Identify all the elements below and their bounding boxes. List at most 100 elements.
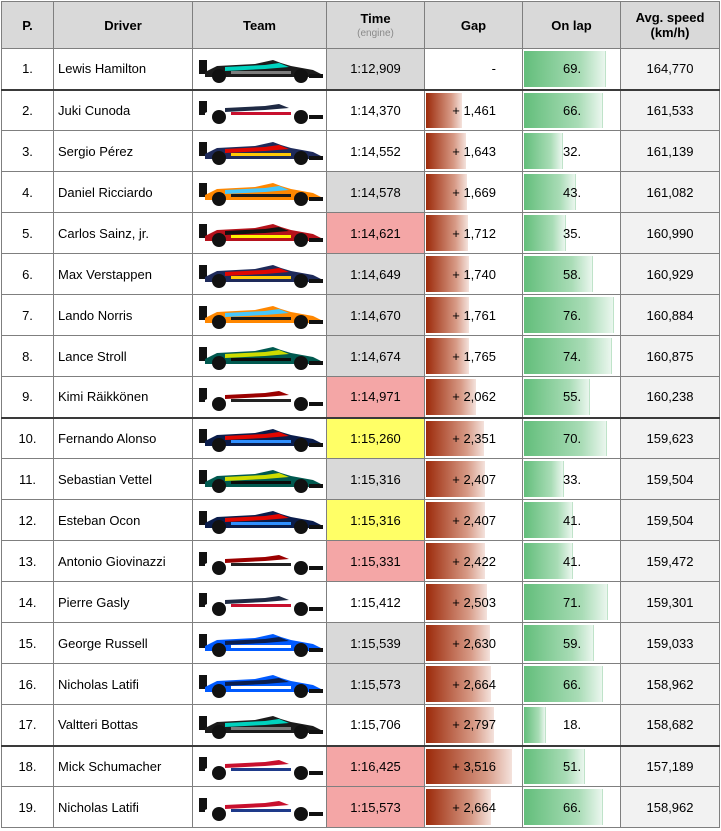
team-cell	[192, 130, 327, 172]
lap-value: 69.	[563, 61, 582, 77]
gap-bar	[426, 297, 469, 333]
gap-cell: + 1,765	[424, 335, 523, 377]
driver-cell: Nicholas Latifi	[53, 786, 193, 828]
car-front-wheel	[293, 602, 308, 616]
driver-cell: Esteban Ocon	[53, 499, 193, 541]
driver-cell: Daniel Ricciardo	[53, 171, 193, 213]
time-cell: 1:14,621	[326, 212, 425, 254]
car-accent	[224, 268, 289, 276]
table-row: 15. George Russell 1:15,539 + 2,630 59. 159,0…	[1, 622, 720, 664]
lap-value: 66.	[563, 102, 582, 118]
car-icon	[198, 593, 323, 616]
header-team: Team	[192, 1, 327, 49]
gap-value: + 2,351	[452, 430, 496, 446]
table-row: 12. Esteban Ocon 1:15,316 + 2,407 41. 159,504	[1, 499, 720, 541]
position-cell: 17.	[1, 704, 54, 746]
team-cell	[192, 458, 327, 500]
gap-value: + 2,664	[452, 676, 496, 692]
car-rear-wing	[198, 183, 207, 197]
table-row: 9. Kimi Räikkönen 1:14,971 + 2,062 55. 160,23…	[1, 376, 720, 418]
driver-cell: Pierre Gasly	[53, 581, 193, 623]
car-stripe	[230, 317, 291, 320]
car-rear-wheel	[211, 766, 226, 781]
time-cell: 1:16,425	[326, 744, 425, 787]
car-accent	[224, 718, 289, 727]
position-cell: 12.	[1, 499, 54, 541]
gap-bar	[426, 502, 485, 538]
driver-cell: Max Verstappen	[53, 253, 193, 295]
lap-cell: 66.	[522, 88, 621, 131]
lap-bar	[524, 584, 608, 620]
car-rear-wheel	[211, 438, 226, 453]
lap-cell: 35.	[522, 212, 621, 254]
car-front-wheel	[293, 274, 308, 288]
header-time-label: Time	[360, 11, 391, 26]
gap-bar	[426, 625, 490, 661]
lap-cell: 74.	[522, 335, 621, 377]
lap-bar	[524, 297, 614, 333]
time-cell: 1:15,412	[326, 581, 425, 623]
car-accent	[224, 555, 289, 563]
gap-bar	[426, 543, 485, 579]
driver-cell: Juki Cunoda	[53, 88, 193, 131]
team-cell	[192, 253, 327, 295]
gap-bar	[426, 256, 469, 292]
lap-value: 74.	[563, 348, 582, 364]
lap-value: 18.	[563, 717, 582, 733]
position-cell: 18.	[1, 744, 54, 787]
gap-cell: + 2,351	[424, 416, 523, 459]
car-rear-wing	[198, 387, 207, 402]
speed-cell: 160,929	[620, 253, 720, 295]
lap-bar	[524, 625, 594, 661]
gap-cell: + 2,062	[424, 376, 523, 418]
table-row: 5. Carlos Sainz, jr. 1:14,621 + 1,712 35. 160…	[1, 212, 720, 254]
gap-value: + 2,407	[452, 512, 496, 528]
header-pos: P.	[1, 1, 54, 49]
car-icon	[198, 101, 323, 125]
driver-cell: Valtteri Bottas	[53, 704, 193, 746]
driver-cell: Sebastian Vettel	[53, 458, 193, 500]
lap-cell: 32.	[522, 130, 621, 172]
lap-cell: 71.	[522, 581, 621, 623]
car-stripe	[230, 235, 291, 238]
gap-value: -	[491, 61, 496, 77]
position-cell: 16.	[1, 663, 54, 705]
car-icon	[198, 634, 323, 657]
gap-cell: + 1,461	[424, 88, 523, 131]
lap-cell: 69.	[522, 48, 621, 90]
car-accent	[224, 678, 289, 686]
gap-bar	[426, 707, 494, 743]
gap-value: + 2,503	[452, 594, 496, 610]
car-rear-wheel	[211, 192, 226, 206]
speed-cell: 158,682	[620, 704, 720, 746]
car-front-wheel	[293, 192, 308, 206]
team-cell	[192, 744, 327, 787]
header-speed: Avg. speed (km/h)	[620, 1, 720, 49]
lap-bar	[524, 256, 593, 292]
car-rear-wing	[198, 552, 207, 566]
car-stripe	[230, 112, 291, 116]
car-stripe	[230, 522, 291, 525]
speed-cell: 161,139	[620, 130, 720, 172]
lap-cell: 43.	[522, 171, 621, 213]
car-icon	[198, 798, 323, 821]
speed-cell: 157,189	[620, 744, 720, 787]
gap-cell: + 2,664	[424, 663, 523, 705]
driver-cell: Mick Schumacher	[53, 744, 193, 787]
team-cell	[192, 416, 327, 459]
car-icon	[198, 347, 323, 370]
car-front-wing	[308, 771, 323, 776]
gap-bar	[426, 92, 462, 128]
car-stripe	[230, 440, 291, 444]
gap-value: + 1,765	[452, 348, 496, 364]
time-cell: 1:15,316	[326, 458, 425, 500]
lap-value: 71.	[563, 594, 582, 610]
table-row: 10. Fernando Alonso 1:15,260 + 2,351 70. 159,…	[1, 416, 720, 459]
time-cell: 1:15,573	[326, 663, 425, 705]
driver-cell: Sergio Pérez	[53, 130, 193, 172]
lap-cell: 33.	[522, 458, 621, 500]
time-cell: 1:14,649	[326, 253, 425, 295]
car-front-wheel	[293, 315, 308, 329]
car-front-wheel	[293, 520, 308, 534]
car-front-wheel	[293, 479, 308, 493]
